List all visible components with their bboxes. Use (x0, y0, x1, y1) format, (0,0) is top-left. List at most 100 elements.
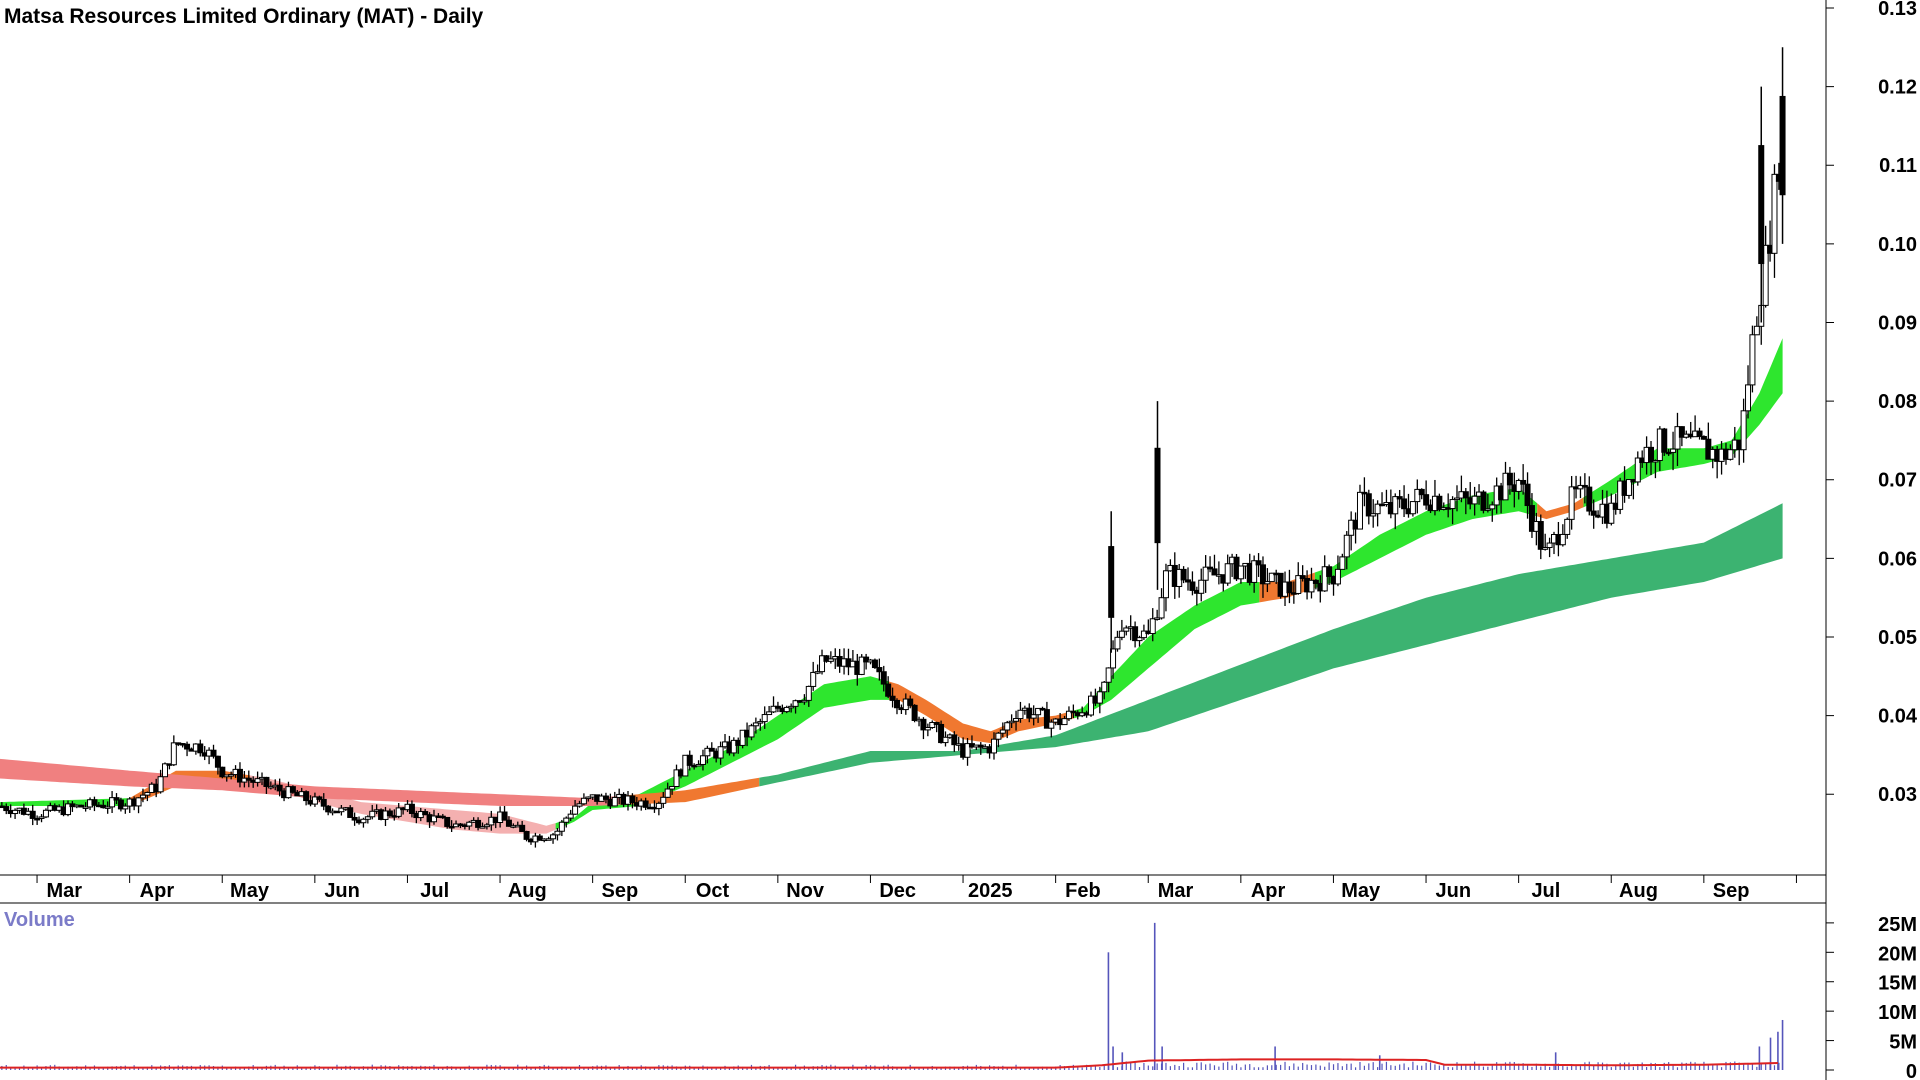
candle-down (1506, 472, 1513, 486)
candle-up (479, 826, 486, 829)
spike-candle-0 (1108, 546, 1115, 618)
time-tick-label: Jun (1436, 880, 1472, 902)
candle-up (655, 802, 662, 809)
candle-up (1414, 488, 1421, 503)
candle-down (1312, 579, 1319, 584)
candle-up (1515, 479, 1522, 492)
candle-up (766, 711, 773, 716)
short-band-segment-4 (889, 681, 1075, 744)
candle-up (1158, 597, 1165, 619)
candle-up (1198, 579, 1205, 594)
candle-up (554, 830, 561, 836)
candle-down (1070, 710, 1077, 714)
candle-up (1762, 244, 1769, 306)
candle-down (1661, 428, 1668, 453)
candle-down (1590, 510, 1597, 516)
candle-up (669, 785, 676, 790)
spike-candle-2 (1758, 145, 1765, 265)
candle-up (104, 806, 111, 809)
candle-up (990, 738, 997, 754)
candle-down (880, 671, 887, 685)
time-tick-label: Mar (1158, 880, 1194, 902)
candle-down (210, 749, 217, 757)
candle-up (1118, 630, 1125, 638)
time-tick-label: Jul (1531, 880, 1560, 902)
candle-down (408, 803, 415, 815)
price-tick-label: 0.07 (1878, 470, 1917, 492)
candle-down (245, 777, 252, 781)
candle-up (12, 809, 19, 815)
time-tick-label: Jul (420, 880, 449, 902)
candle-up (545, 838, 552, 841)
candle-up (1110, 648, 1117, 669)
volume-tick-label: 20M (1878, 943, 1917, 965)
candle-down (1665, 451, 1672, 455)
candle-up (576, 803, 583, 807)
candle-down (951, 734, 958, 746)
candle-down (1700, 435, 1707, 440)
candle-up (1727, 449, 1734, 460)
candle-up (717, 746, 724, 759)
candle-down (708, 747, 715, 752)
candle-up (783, 706, 790, 713)
time-tick-label: Aug (508, 880, 547, 902)
candle-down (642, 800, 649, 808)
candle-up (1008, 720, 1015, 724)
candle-up (170, 742, 177, 766)
candle-up (572, 805, 579, 815)
time-tick-label: Feb (1065, 880, 1101, 902)
candle-down (1299, 575, 1306, 579)
candle-up (157, 776, 164, 793)
candle-up (567, 813, 574, 819)
volume-tick-label: 10M (1878, 1002, 1917, 1024)
candle-up (1771, 173, 1778, 254)
candle-up (311, 796, 318, 805)
candle-up (810, 671, 817, 687)
candle-up (1546, 542, 1553, 549)
candle-up (338, 807, 345, 813)
time-tick-label: Sep (1713, 880, 1750, 902)
candle-up (1753, 325, 1760, 336)
candle-up (660, 796, 667, 804)
candle-up (1237, 565, 1244, 580)
candle-down (1678, 426, 1685, 438)
candle-up (1453, 497, 1460, 501)
volume-tick-label: 15M (1878, 973, 1917, 995)
candle-up (1564, 518, 1571, 535)
candle-down (1211, 568, 1218, 576)
candle-down (219, 766, 226, 778)
candle-up (704, 747, 711, 757)
candle-up (122, 805, 129, 810)
long-band-segment-11 (620, 777, 760, 805)
candle-down (1524, 483, 1531, 507)
price-tick-label: 0.06 (1878, 548, 1917, 570)
candle-down (774, 705, 781, 709)
volume-tick-label: 5M (1889, 1032, 1917, 1054)
candle-down (422, 811, 429, 816)
time-tick-label: Nov (786, 880, 825, 902)
candle-up (1339, 556, 1346, 570)
candle-up (38, 816, 45, 819)
candle-up (995, 732, 1002, 740)
candle-down (29, 810, 36, 819)
candle-up (788, 705, 795, 709)
candle-up (1370, 513, 1377, 517)
candle-up (466, 821, 473, 827)
candle-down (876, 667, 883, 673)
candle-down (501, 811, 508, 821)
candle-up (1123, 627, 1130, 632)
candle-down (1520, 479, 1527, 485)
candle-down (1132, 626, 1139, 642)
candle-up (1745, 384, 1752, 412)
spike-candle-3 (1779, 95, 1786, 196)
candle-down (1528, 505, 1535, 532)
candle-up (1356, 491, 1363, 530)
candle-up (1568, 486, 1575, 520)
candle-up (1343, 534, 1350, 558)
spike-candle-1 (1154, 447, 1161, 544)
candle-up (364, 816, 371, 820)
candle-up (827, 658, 834, 662)
candle-up (228, 774, 235, 777)
candle-up (550, 834, 557, 840)
